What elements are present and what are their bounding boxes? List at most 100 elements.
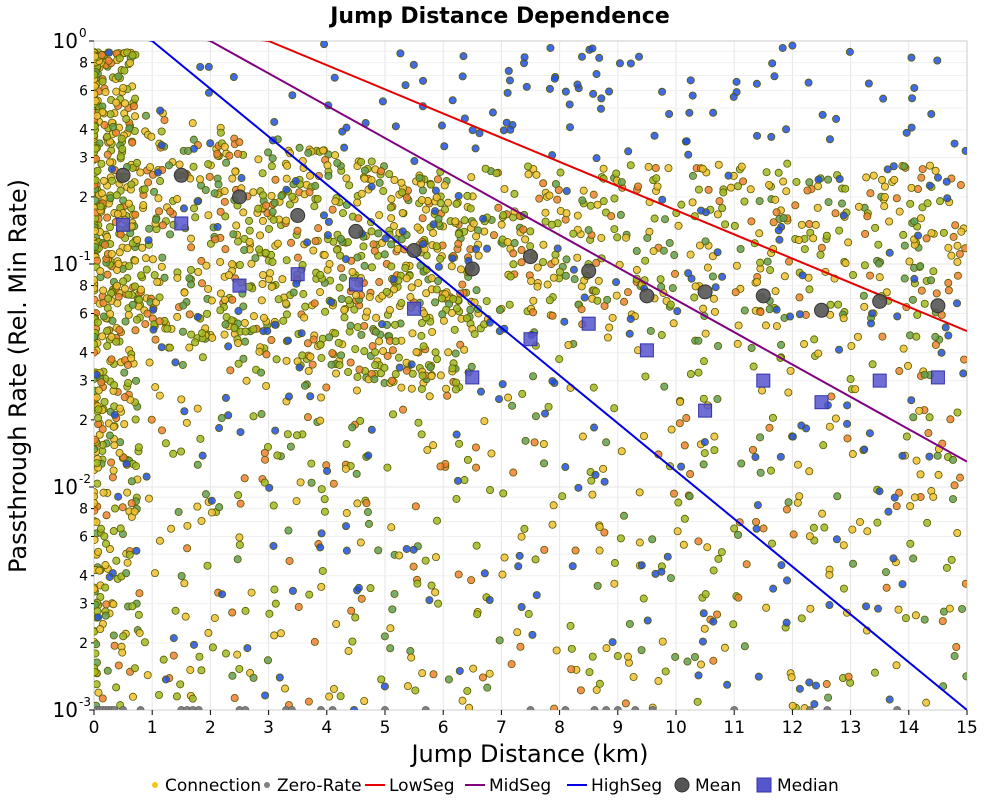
connection-point bbox=[585, 668, 594, 677]
connection-point bbox=[295, 143, 304, 152]
connection-point bbox=[866, 189, 875, 198]
connection-point bbox=[953, 299, 962, 308]
connection-point bbox=[282, 216, 291, 225]
connection-point bbox=[309, 335, 318, 344]
x-tick-label: 4 bbox=[321, 718, 332, 738]
mean-marker bbox=[523, 249, 538, 265]
connection-point bbox=[94, 82, 99, 91]
connection-point bbox=[307, 459, 316, 468]
connection-point bbox=[868, 360, 877, 369]
connection-point bbox=[245, 226, 254, 235]
connection-point bbox=[783, 576, 792, 585]
connection-point bbox=[529, 296, 538, 305]
connection-point bbox=[737, 459, 746, 468]
connection-point bbox=[765, 305, 774, 314]
connection-point bbox=[94, 144, 100, 153]
connection-point bbox=[245, 237, 254, 246]
legend-item-midseg: MidSeg bbox=[465, 776, 551, 796]
connection-point bbox=[952, 643, 961, 652]
connection-point bbox=[288, 586, 297, 595]
connection-point bbox=[868, 309, 877, 318]
connection-point bbox=[157, 426, 166, 435]
connection-point bbox=[595, 523, 604, 532]
x-tick-label: 0 bbox=[89, 718, 100, 738]
connection-point bbox=[607, 212, 616, 221]
connection-point bbox=[419, 240, 428, 249]
connection-point bbox=[132, 546, 141, 555]
connection-point bbox=[107, 355, 116, 364]
connection-point bbox=[685, 108, 694, 117]
connection-point bbox=[450, 325, 459, 334]
connection-point bbox=[543, 280, 552, 289]
connection-point bbox=[929, 492, 938, 501]
connection-point bbox=[541, 217, 550, 226]
connection-point bbox=[873, 518, 882, 527]
connection-point bbox=[311, 237, 320, 246]
connection-point bbox=[699, 304, 708, 313]
connection-point bbox=[892, 194, 901, 203]
connection-point bbox=[660, 382, 669, 391]
connection-point bbox=[105, 223, 114, 232]
x-tick-label: 1 bbox=[147, 718, 158, 738]
connection-point bbox=[434, 262, 443, 271]
connection-point bbox=[150, 271, 159, 280]
zero-rate-point bbox=[177, 706, 186, 710]
connection-point bbox=[853, 332, 862, 341]
connection-point bbox=[885, 217, 894, 226]
connection-point bbox=[318, 566, 327, 575]
connection-point bbox=[270, 198, 279, 207]
connection-point bbox=[544, 402, 553, 411]
connection-point bbox=[118, 145, 127, 154]
connection-point bbox=[810, 335, 819, 344]
connection-point bbox=[353, 198, 362, 207]
connection-point bbox=[755, 197, 764, 206]
connection-point bbox=[458, 696, 467, 705]
connection-point bbox=[948, 455, 957, 464]
connection-point bbox=[533, 282, 542, 291]
connection-point bbox=[240, 246, 249, 255]
connection-point bbox=[599, 197, 608, 206]
connection-point bbox=[767, 132, 776, 141]
connection-point bbox=[574, 483, 583, 492]
legend-label: Zero-Rate bbox=[277, 776, 362, 796]
connection-point bbox=[686, 250, 695, 259]
connection-point bbox=[258, 169, 267, 178]
connection-point bbox=[844, 238, 853, 247]
connection-point bbox=[210, 614, 219, 623]
connection-point bbox=[460, 216, 469, 225]
connection-point bbox=[869, 171, 878, 180]
connection-point bbox=[241, 337, 250, 346]
connection-point bbox=[458, 72, 467, 81]
connection-point bbox=[599, 164, 608, 173]
connection-point bbox=[434, 214, 443, 223]
connection-point bbox=[259, 313, 268, 322]
connection-point bbox=[456, 265, 465, 274]
connection-point bbox=[555, 355, 564, 364]
connection-point bbox=[179, 301, 188, 310]
connection-point bbox=[682, 414, 691, 423]
connection-point bbox=[824, 175, 833, 184]
connection-point bbox=[839, 211, 848, 220]
connection-point bbox=[222, 313, 231, 322]
connection-point bbox=[800, 245, 809, 254]
connection-point bbox=[333, 158, 342, 167]
connection-point bbox=[208, 643, 217, 652]
connection-point bbox=[602, 438, 611, 447]
connection-point bbox=[466, 204, 475, 213]
connection-point bbox=[233, 650, 242, 659]
y-minor-tick-label: 3 bbox=[79, 374, 88, 390]
connection-point bbox=[833, 492, 842, 501]
connection-point bbox=[795, 684, 804, 693]
connection-point bbox=[330, 73, 339, 82]
connection-point bbox=[159, 655, 168, 664]
connection-point bbox=[814, 349, 823, 358]
connection-point bbox=[771, 195, 780, 204]
connection-point bbox=[426, 180, 435, 189]
connection-point bbox=[94, 96, 100, 105]
connection-point bbox=[444, 198, 453, 207]
connection-point bbox=[98, 425, 107, 434]
connection-point bbox=[378, 97, 387, 106]
connection-point bbox=[387, 214, 396, 223]
connection-point bbox=[342, 123, 351, 132]
connection-point bbox=[661, 667, 670, 676]
